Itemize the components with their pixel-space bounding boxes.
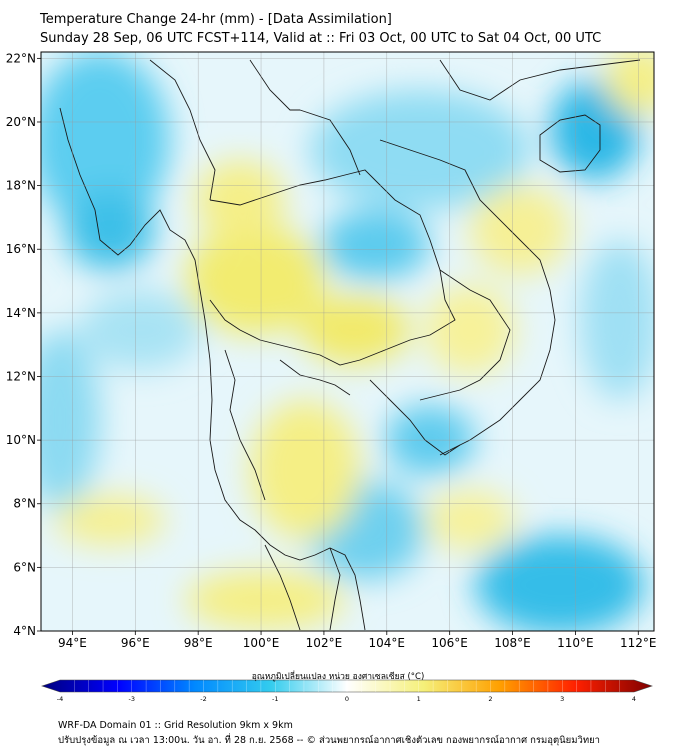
map-title: Temperature Change 24-hr (mm) - [Data As… (40, 12, 392, 27)
lon-tick-label: 108°E (494, 636, 531, 650)
lon-tick-label: 104°E (369, 636, 406, 650)
colorbar-divisions (74, 680, 620, 692)
lon-tick-label: 96°E (121, 636, 150, 650)
lon-tick-label: 102°E (306, 636, 343, 650)
longitude-axis: 94°E 96°E 98°E 100°E 102°E 104°E 106°E 108°E 110… (58, 631, 657, 650)
colorbar-tick-label: 0 (345, 695, 349, 703)
map-subtitle: Sunday 28 Sep, 06 UTC FCST+114, Valid at… (40, 31, 602, 46)
temperature-blobs (41, 52, 654, 631)
lat-tick-label: 4°N (13, 624, 36, 638)
footer-domain-info: WRF-DA Domain 01 :: Grid Resolution 9km … (58, 720, 293, 731)
latitude-axis: 4°N 6°N 8°N 10°N 12°N 14°N 16°N 18°N 20°N 22°N (6, 51, 41, 638)
colorbar-tick-label: -1 (272, 695, 278, 703)
lat-tick-label: 18°N (6, 179, 36, 193)
lon-tick-label: 106°E (431, 636, 468, 650)
colorbar-tick-label: -2 (200, 695, 206, 703)
lat-tick-label: 14°N (6, 306, 36, 320)
colorbar-tick-label: -4 (57, 695, 63, 703)
colorbar-tick-label: 2 (488, 695, 492, 703)
country-borders (59, 59, 641, 631)
colorbar-tick-label: 3 (560, 695, 564, 703)
lat-tick-label: 20°N (6, 115, 36, 129)
map-field (41, 52, 654, 631)
colorbar-ticks: -4 -3 -2 -1 0 1 2 3 4 (57, 695, 636, 703)
lat-tick-label: 22°N (6, 51, 36, 65)
lon-tick-label: 100°E (243, 636, 280, 650)
colorbar-tick-label: -3 (129, 695, 135, 703)
colorbar-label: อุณหภูมิเปลี่ยนแปลง หน่วย องศาเซลเซียส (… (251, 672, 425, 682)
colorbar-tick-label: 1 (417, 695, 421, 703)
lon-tick-label: 110°E (557, 636, 594, 650)
lat-tick-label: 16°N (6, 242, 36, 256)
lat-tick-label: 8°N (13, 497, 36, 511)
lat-tick-label: 10°N (6, 433, 36, 447)
colorbar: -4 -3 -2 -1 0 1 2 3 4 (41, 679, 653, 703)
footer-update-credit: ปรับปรุงข้อมูล ณ เวลา 13:00น. วัน อา. ที… (58, 735, 600, 746)
lon-tick-label: 94°E (58, 636, 87, 650)
lon-tick-label: 98°E (184, 636, 213, 650)
lat-tick-label: 6°N (13, 560, 36, 574)
lon-tick-label: 112°E (620, 636, 657, 650)
map-frame (40, 51, 655, 632)
lat-tick-label: 12°N (6, 369, 36, 383)
colorbar-tick-label: 4 (632, 695, 636, 703)
graticule (41, 52, 654, 631)
